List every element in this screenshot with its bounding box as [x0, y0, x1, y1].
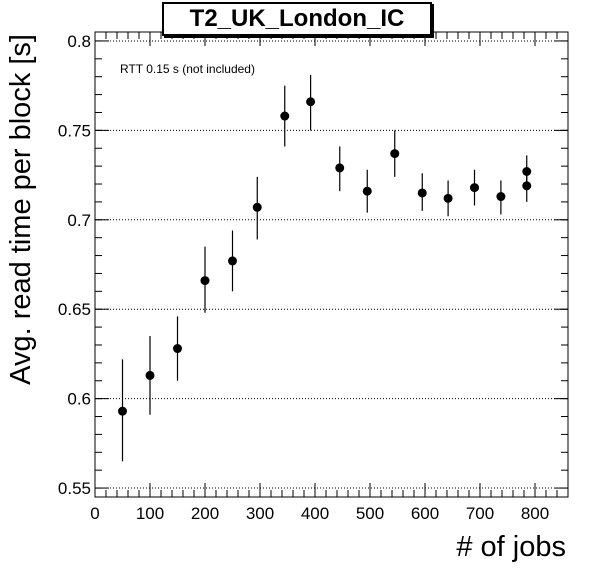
grid-lines	[95, 40, 568, 489]
y-tick-label: 0.7	[67, 211, 91, 230]
data-point	[522, 181, 532, 191]
data-point	[145, 370, 155, 380]
x-tick-label: 300	[246, 504, 274, 523]
x-tick-label: 400	[301, 504, 329, 523]
x-tick-label: 600	[411, 504, 439, 523]
data-point	[228, 256, 237, 266]
y-tick-label: 0.6	[67, 390, 91, 409]
y-axis-label: Avg. read time per block [s]	[5, 34, 37, 385]
data-point	[335, 163, 345, 173]
chart-title: T2_UK_London_IC	[162, 2, 432, 36]
y-tick-label: 0.55	[58, 479, 91, 498]
chart-title-text: T2_UK_London_IC	[189, 5, 405, 32]
data-point	[417, 188, 427, 198]
y-tick-label: 0.75	[58, 121, 91, 140]
data-point	[470, 183, 479, 193]
data-point	[390, 149, 400, 159]
x-axis-label: # of jobs	[456, 531, 566, 563]
data-points	[118, 74, 532, 462]
data-point	[118, 406, 127, 416]
data-point	[280, 111, 290, 121]
x-tick-label: 0	[90, 504, 99, 523]
data-point	[173, 344, 182, 354]
x-tick-label: 500	[356, 504, 384, 523]
x-tick-label: 100	[136, 504, 164, 523]
data-point	[362, 186, 372, 196]
data-point	[252, 202, 262, 212]
tick-labels: 0.55 0.6 0.65 0.7 0.75 0.8 0 100 200 300 400 500 600…	[58, 32, 549, 523]
data-point	[443, 193, 453, 203]
x-tick-label: 200	[191, 504, 219, 523]
x-tick-label: 700	[466, 504, 494, 523]
plot-frame	[94, 31, 569, 498]
data-point	[200, 276, 210, 286]
y-tick-label: 0.8	[67, 32, 91, 51]
x-tick-label: 800	[521, 504, 549, 523]
annotation-text: RTT 0.15 s (not included)	[120, 62, 255, 76]
y-tick-label: 0.65	[58, 300, 91, 319]
data-point	[496, 192, 506, 202]
data-point	[306, 97, 316, 107]
axis-ticks	[94, 32, 569, 497]
